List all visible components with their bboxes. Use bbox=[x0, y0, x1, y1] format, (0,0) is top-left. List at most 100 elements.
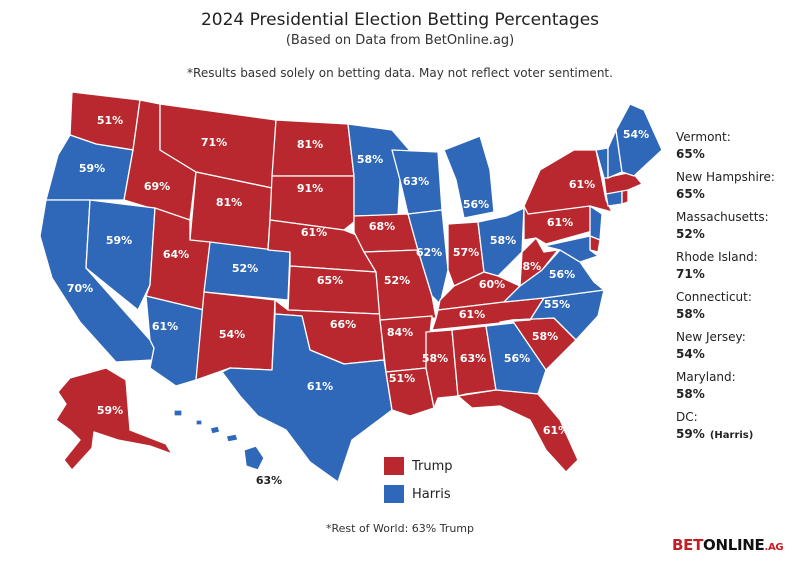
small-state-name: Connecticut: bbox=[676, 290, 752, 304]
label-nc: 55% bbox=[544, 298, 570, 311]
small-state-name: New Jersey: bbox=[676, 330, 746, 344]
label-ks: 65% bbox=[317, 274, 343, 287]
small-state-ma: Massachusetts: 52% bbox=[676, 210, 796, 242]
label-tx: 61% bbox=[307, 380, 333, 393]
state-nj bbox=[589, 205, 603, 241]
label-id: 69% bbox=[144, 180, 170, 193]
map-subtitle: (Based on Data from BetOnline.ag) bbox=[285, 33, 515, 48]
state-la bbox=[385, 367, 435, 417]
small-state-value: 59% bbox=[676, 427, 705, 441]
label-ak: 59% bbox=[97, 404, 123, 417]
label-ia: 68% bbox=[369, 220, 395, 233]
small-state-nj: New Jersey: 54% bbox=[676, 330, 796, 362]
label-mo: 52% bbox=[384, 274, 410, 287]
small-state-name: Vermont: bbox=[676, 130, 731, 144]
label-mn: 58% bbox=[357, 153, 383, 166]
small-state-value: 65% bbox=[676, 147, 705, 161]
label-wv: 68% bbox=[515, 260, 541, 273]
label-wi: 63% bbox=[403, 175, 429, 188]
disclaimer: *Results based solely on betting data. M… bbox=[187, 66, 613, 80]
small-state-name: Massachusetts: bbox=[676, 210, 769, 224]
state-ri bbox=[621, 189, 629, 205]
state-wv bbox=[519, 237, 559, 287]
small-state-ri: Rhode Island: 71% bbox=[676, 250, 796, 282]
small-state-ct: Connecticut: 58% bbox=[676, 290, 796, 322]
label-ms: 58% bbox=[422, 352, 448, 365]
rest-of-world-note: *Rest of World: 63% Trump bbox=[325, 522, 475, 535]
small-state-value: 71% bbox=[676, 267, 705, 281]
small-state-name: Rhode Island: bbox=[676, 250, 758, 264]
label-wa: 51% bbox=[97, 114, 123, 127]
logo-online: ONLINE bbox=[703, 536, 765, 554]
state-mn bbox=[347, 123, 419, 217]
hi-island-5 bbox=[195, 419, 203, 426]
label-ar: 84% bbox=[387, 326, 413, 339]
logo-ag: .AG bbox=[764, 542, 784, 553]
state-nv bbox=[85, 199, 156, 311]
label-wy: 81% bbox=[216, 196, 242, 209]
small-state-value: 52% bbox=[676, 227, 705, 241]
label-mt: 71% bbox=[201, 136, 227, 149]
state-az bbox=[145, 295, 205, 387]
label-in: 57% bbox=[453, 246, 479, 259]
logo-bet: BET bbox=[672, 536, 704, 554]
small-state-vt: Vermont: 65% bbox=[676, 130, 796, 162]
label-ny: 61% bbox=[569, 178, 595, 191]
state-me bbox=[615, 103, 663, 177]
label-pa: 61% bbox=[547, 216, 573, 229]
legend-label-trump: Trump bbox=[412, 458, 453, 474]
legend-item-harris: Harris bbox=[384, 485, 453, 503]
label-me: 54% bbox=[623, 128, 649, 141]
legend-label-harris: Harris bbox=[412, 486, 451, 502]
label-ca: 70% bbox=[67, 282, 93, 295]
small-states-list: Vermont: 65% New Hampshire: 65% Massachu… bbox=[676, 130, 796, 451]
state-mi bbox=[443, 135, 495, 219]
label-fl: 61% bbox=[543, 424, 569, 437]
small-state-name: New Hampshire: bbox=[676, 170, 775, 184]
label-ky: 60% bbox=[479, 278, 505, 291]
state-sd bbox=[269, 175, 355, 231]
label-co: 52% bbox=[232, 262, 258, 275]
small-state-value: 54% bbox=[676, 347, 705, 361]
legend-item-trump: Trump bbox=[384, 457, 453, 475]
state-ak bbox=[55, 367, 173, 471]
state-ny bbox=[523, 149, 613, 215]
label-tn: 61% bbox=[459, 308, 485, 321]
state-hi bbox=[243, 445, 265, 471]
small-state-value: 65% bbox=[676, 187, 705, 201]
map-title: 2024 Presidential Election Betting Perce… bbox=[200, 10, 600, 30]
label-nd: 81% bbox=[297, 138, 323, 151]
hi-island-4 bbox=[173, 409, 183, 417]
label-or: 59% bbox=[79, 162, 105, 175]
hi-island-3 bbox=[225, 433, 239, 443]
label-nv: 59% bbox=[106, 234, 132, 247]
label-oh: 58% bbox=[490, 234, 516, 247]
small-state-dc: DC: 59% (Harris) bbox=[676, 410, 796, 443]
label-il: 62% bbox=[416, 246, 442, 259]
label-hi: 63% bbox=[256, 474, 282, 487]
small-state-value: 58% bbox=[676, 387, 705, 401]
legend: Trump Harris bbox=[384, 457, 453, 513]
label-ga: 56% bbox=[504, 352, 530, 365]
label-ne: 61% bbox=[301, 226, 327, 239]
label-la: 51% bbox=[389, 372, 415, 385]
small-state-nh: New Hampshire: 65% bbox=[676, 170, 796, 202]
label-va: 56% bbox=[549, 268, 575, 281]
label-nm: 54% bbox=[219, 328, 245, 341]
hi-island-2 bbox=[209, 425, 221, 435]
small-state-md: Maryland: 58% bbox=[676, 370, 796, 402]
legend-swatch-trump bbox=[384, 457, 404, 475]
label-ut: 64% bbox=[163, 248, 189, 261]
small-state-value: 58% bbox=[676, 307, 705, 321]
state-nc bbox=[499, 289, 605, 341]
label-al: 63% bbox=[460, 352, 486, 365]
label-az: 61% bbox=[152, 320, 178, 333]
state-fl bbox=[457, 389, 579, 473]
label-mi: 56% bbox=[463, 198, 489, 211]
label-sd: 91% bbox=[297, 182, 323, 195]
state-md bbox=[543, 235, 599, 263]
label-ok: 66% bbox=[330, 318, 356, 331]
state-tx bbox=[221, 313, 393, 483]
legend-swatch-harris bbox=[384, 485, 404, 503]
